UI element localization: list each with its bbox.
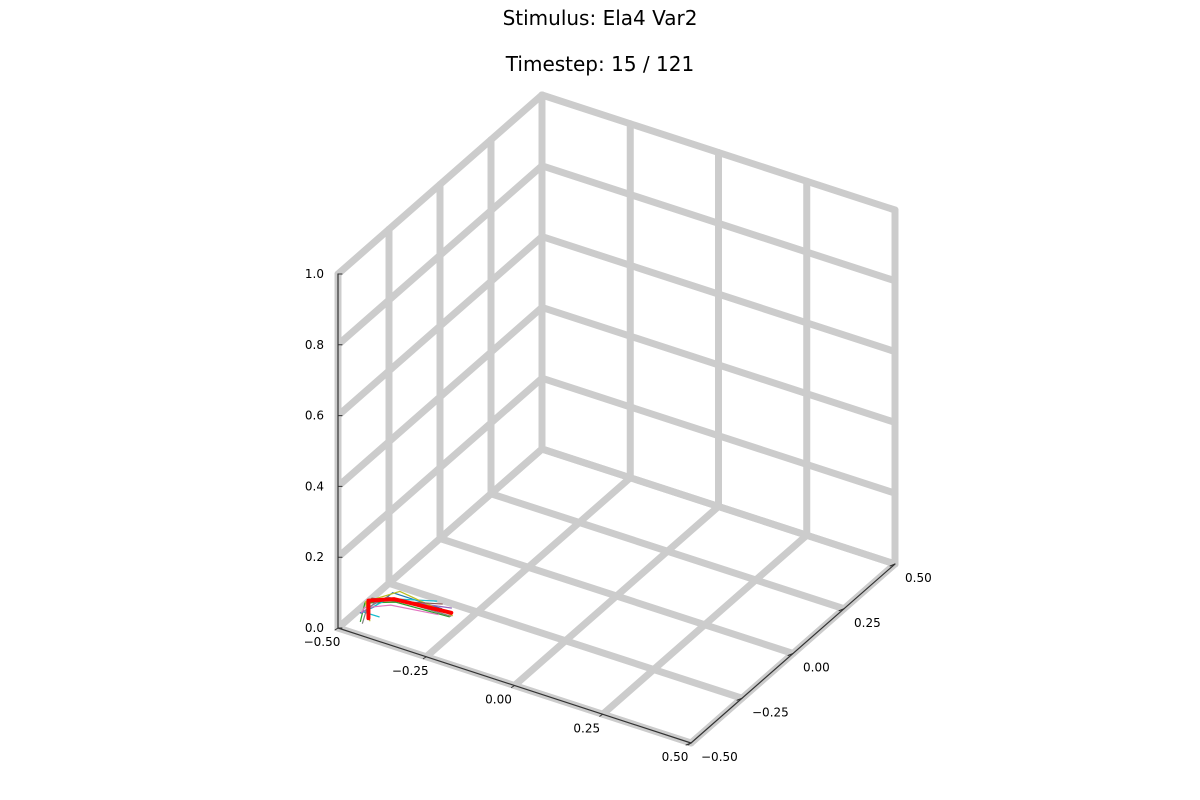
x-tick-mark — [334, 627, 339, 631]
z-tick-label: 0.2 — [305, 550, 324, 564]
x-tick-label: −0.50 — [304, 635, 341, 649]
grid-line-side-z — [334, 374, 546, 561]
y-tick-label: 0.00 — [803, 661, 830, 675]
grid-line-floor-y — [436, 535, 797, 657]
grid-line-side-z — [334, 233, 546, 420]
grid-line-back-z — [538, 91, 899, 214]
main-trajectory-line — [366, 597, 454, 621]
x-tick-label: 0.50 — [662, 750, 689, 764]
z-tick-label: 0.8 — [305, 338, 324, 352]
y-tick-label: 0.25 — [854, 616, 881, 630]
grid-line-back-z — [538, 233, 899, 356]
grid-line-back-z — [538, 303, 899, 426]
z-tick-label: 1.0 — [305, 267, 324, 281]
x-tick-label: 0.25 — [573, 721, 600, 735]
grid-line-floor-y — [385, 579, 746, 702]
tick-labels: −0.50 −0.25 0.00 0.25 0.50 −0.50 −0.25 0.00 0.25… — [304, 267, 932, 764]
y-tick-mark — [838, 608, 845, 612]
x-tick-label: −0.25 — [392, 664, 429, 678]
y-tick-label: −0.50 — [701, 750, 738, 764]
chart-subtitle: Timestep: 15 / 121 — [505, 52, 695, 76]
axes — [334, 273, 896, 746]
z-tick-label: 0.0 — [305, 621, 324, 635]
y-tick-mark — [685, 742, 692, 746]
y-tick-label: 0.50 — [905, 571, 932, 585]
x-tick-mark — [599, 713, 604, 717]
z-tick-label: 0.6 — [305, 409, 324, 423]
y-tick-mark — [736, 697, 743, 701]
x-tick-label: 0.00 — [485, 693, 512, 707]
y-tick-label: −0.25 — [752, 705, 789, 719]
grid-line-back-z — [538, 162, 899, 285]
grid-line-floor-y — [487, 490, 848, 613]
grid-lines — [334, 91, 899, 747]
y-tick-mark — [787, 653, 794, 656]
grid-line-side-z — [334, 162, 546, 349]
chart-title: Stimulus: Ela4 Var2 — [502, 6, 698, 30]
grid-line-back-z — [538, 445, 899, 568]
z-tick-label: 0.4 — [305, 479, 324, 493]
ensemble-trajectory-line — [360, 604, 439, 616]
grid-line-side-z — [334, 303, 546, 490]
main-trajectory — [366, 597, 454, 621]
x-tick-mark — [422, 656, 427, 660]
grid-line-back-z — [538, 374, 899, 497]
y-tick-mark — [889, 563, 896, 567]
grid-line-side-z — [334, 91, 546, 278]
x-tick-mark — [511, 685, 515, 688]
ensemble-trajectory-line — [361, 598, 438, 618]
